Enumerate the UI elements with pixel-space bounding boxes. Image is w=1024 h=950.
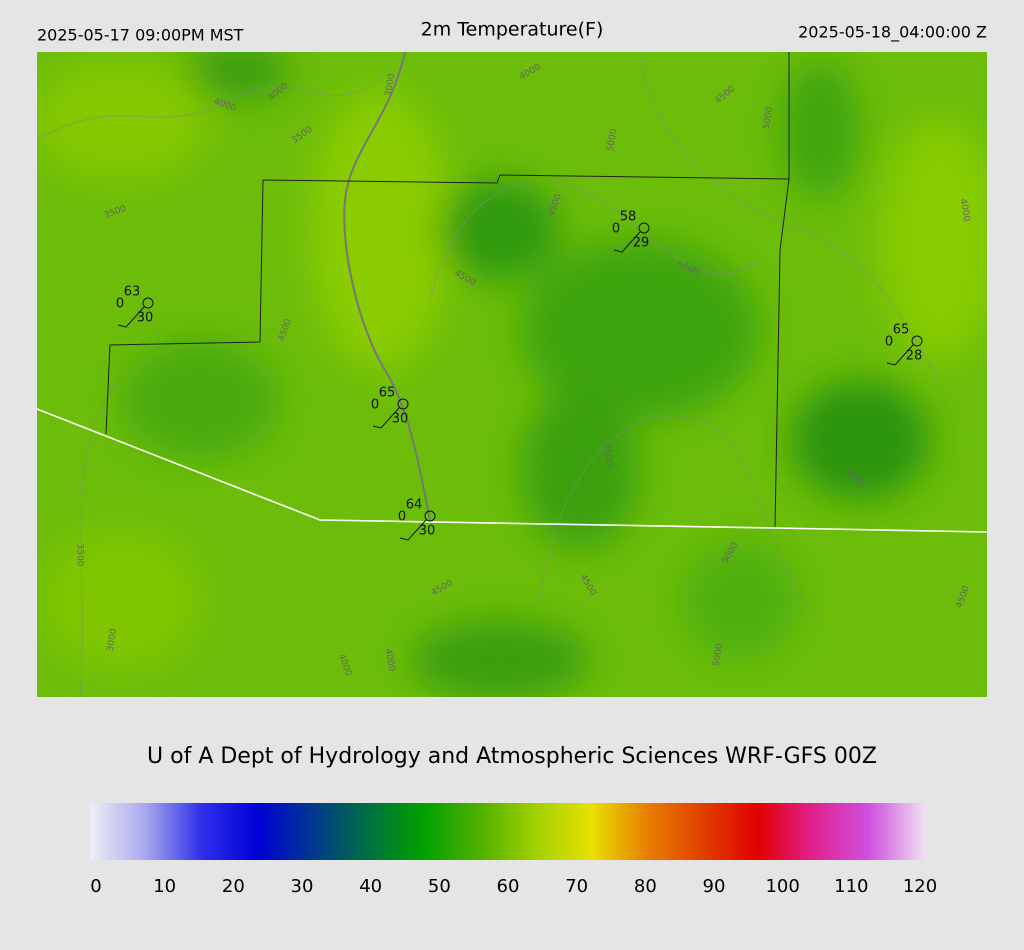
colorbar-tick-label: 100 [765, 876, 799, 897]
station-left: 0 [371, 398, 379, 413]
station-temp: 65 [379, 386, 396, 401]
station-left: 0 [612, 222, 620, 237]
wind-barb [886, 344, 914, 366]
contour-label: 5000 [606, 128, 620, 153]
colorbar-tick-label: 120 [903, 876, 937, 897]
station-temp: 63 [124, 285, 141, 300]
contour-label: 5000 [712, 643, 726, 668]
colorbar-tick-label: 20 [222, 876, 245, 897]
station-plot: 650 28 [885, 323, 923, 366]
colorbar-tick-label: 0 [90, 876, 101, 897]
station-bottom: 30 [419, 524, 436, 539]
station-left: 0 [885, 335, 893, 350]
wind-barb [613, 231, 641, 253]
station-plot: 640 30 [398, 498, 436, 541]
contour-label: 5000 [762, 106, 776, 131]
station-circle [638, 222, 650, 234]
contour-label: 3000 [384, 73, 398, 98]
station-temp: 64 [406, 498, 423, 513]
station-circle [142, 297, 154, 309]
wind-barb [399, 519, 427, 541]
station-plot: 650 30 [371, 386, 409, 429]
colorbar-tick-label: 60 [497, 876, 520, 897]
station-circle [424, 510, 436, 522]
colorbar-tick-label: 80 [634, 876, 657, 897]
station-plot: 630 30 [116, 285, 154, 328]
station-temp: 58 [620, 210, 637, 225]
contour-label: 3500 [75, 544, 85, 567]
station-circle [397, 398, 409, 410]
contour-label: 4500 [601, 443, 615, 468]
station-temp: 65 [893, 323, 910, 338]
colorbar-tick-label: 90 [703, 876, 726, 897]
colorbar-tick-label: 50 [428, 876, 451, 897]
station-bottom: 28 [906, 349, 923, 364]
colorbar-tick-label: 30 [291, 876, 314, 897]
contour-label: 4000 [958, 198, 972, 223]
title: 2m Temperature(F) [421, 19, 604, 41]
wind-barb [372, 407, 400, 429]
map: 4000400035003000350040004500500050004500… [37, 52, 987, 697]
valid-local: 2025-05-17 09:00PM MST [37, 26, 244, 45]
colorbar-tick-label: 70 [565, 876, 588, 897]
station-left: 0 [116, 297, 124, 312]
credit: U of A Dept of Hydrology and Atmospheric… [147, 744, 877, 769]
contour-label: 3000 [106, 628, 120, 653]
colorbar [90, 803, 925, 860]
colorbar-tick-label: 110 [834, 876, 868, 897]
station-bottom: 29 [633, 236, 650, 251]
contour-label: 4000 [383, 648, 397, 673]
station-bottom: 30 [137, 311, 154, 326]
colorbar-tick-label: 10 [153, 876, 176, 897]
station-bottom: 30 [392, 412, 409, 427]
valid-utc: 2025-05-18_04:00:00 Z [798, 23, 987, 43]
colorbar-tick-label: 40 [359, 876, 382, 897]
station-plot: 580 29 [612, 210, 650, 253]
station-circle [911, 335, 923, 347]
wind-barb [117, 306, 145, 328]
station-left: 0 [398, 510, 406, 525]
